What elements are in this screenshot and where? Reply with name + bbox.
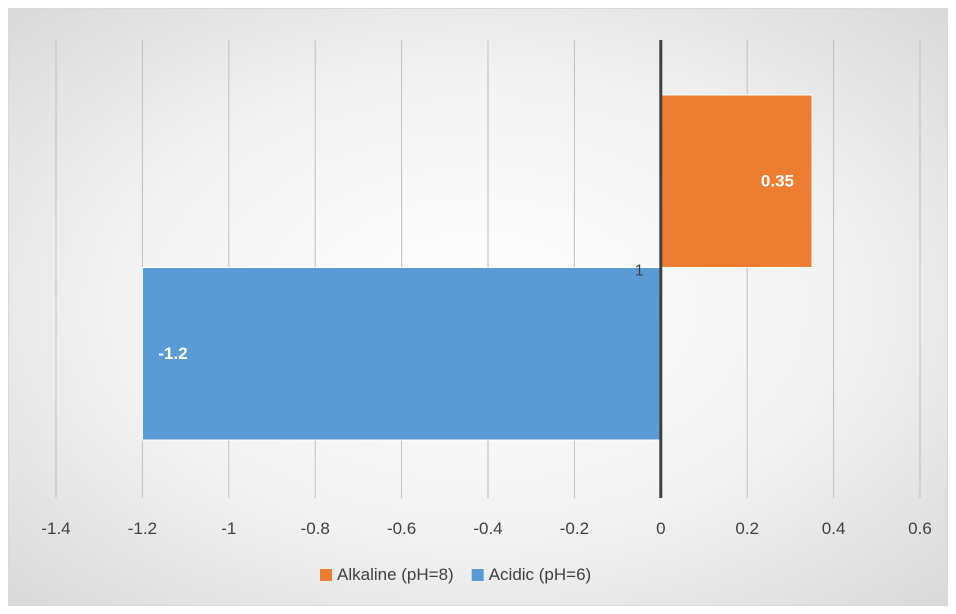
- legend-swatch: [320, 569, 332, 581]
- category-label: 1: [635, 263, 644, 280]
- data-label: 0.35: [761, 172, 794, 191]
- tick-label: -0.8: [301, 519, 330, 538]
- tick-label: 0.2: [735, 519, 759, 538]
- tick-label: 0: [656, 519, 665, 538]
- data-label: -1.2: [158, 344, 187, 363]
- tick-label: 0.4: [822, 519, 846, 538]
- legend-swatch: [471, 569, 484, 581]
- bars: [141, 94, 813, 441]
- tick-label: -0.6: [387, 519, 416, 538]
- category-labels: 1: [635, 263, 644, 280]
- tick-label: 0.6: [908, 519, 932, 538]
- tick-label: -1.2: [128, 519, 157, 538]
- tick-label: -0.2: [560, 519, 589, 538]
- tick-label: -1: [221, 519, 236, 538]
- bar: [141, 267, 662, 441]
- tick-labels: -1.4 -1.2 -1 -0.8 -0.6 -0.4 -0.2 0 0.2 0.4 0.6: [41, 519, 931, 538]
- tick-label: -1.4: [41, 519, 70, 538]
- data-labels: 0.35 -1.2: [158, 172, 794, 364]
- legend: Alkaline (pH=8) Acidic (pH=6): [320, 565, 591, 584]
- legend-label: Alkaline (pH=8): [337, 565, 454, 584]
- legend-label: Acidic (pH=6): [489, 565, 592, 584]
- tick-label: -0.4: [473, 519, 502, 538]
